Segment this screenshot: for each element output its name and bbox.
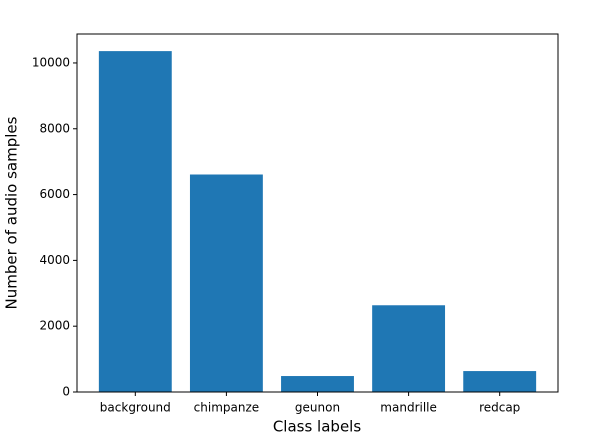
y-tick-label: 2000	[39, 319, 70, 333]
y-tick-label: 4000	[39, 253, 70, 267]
x-tick-label: mandrille	[380, 401, 437, 415]
bar	[281, 376, 354, 392]
x-tick-label: geunon	[295, 401, 340, 415]
y-tick-label: 0	[62, 385, 70, 399]
x-tick-label: redcap	[479, 401, 520, 415]
x-tick-label: background	[100, 401, 171, 415]
bar	[372, 305, 446, 392]
bar	[98, 51, 172, 393]
y-tick-label: 8000	[39, 121, 70, 135]
y-axis-title: Number of audio samples	[3, 116, 21, 309]
y-tick-label: 10000	[32, 55, 70, 69]
x-tick-label: chimpanze	[194, 401, 259, 415]
bar	[189, 174, 263, 392]
y-tick-label: 6000	[39, 187, 70, 201]
bar	[463, 371, 537, 392]
plot-frame	[76, 33, 559, 393]
x-axis-title: Class labels	[273, 418, 362, 436]
